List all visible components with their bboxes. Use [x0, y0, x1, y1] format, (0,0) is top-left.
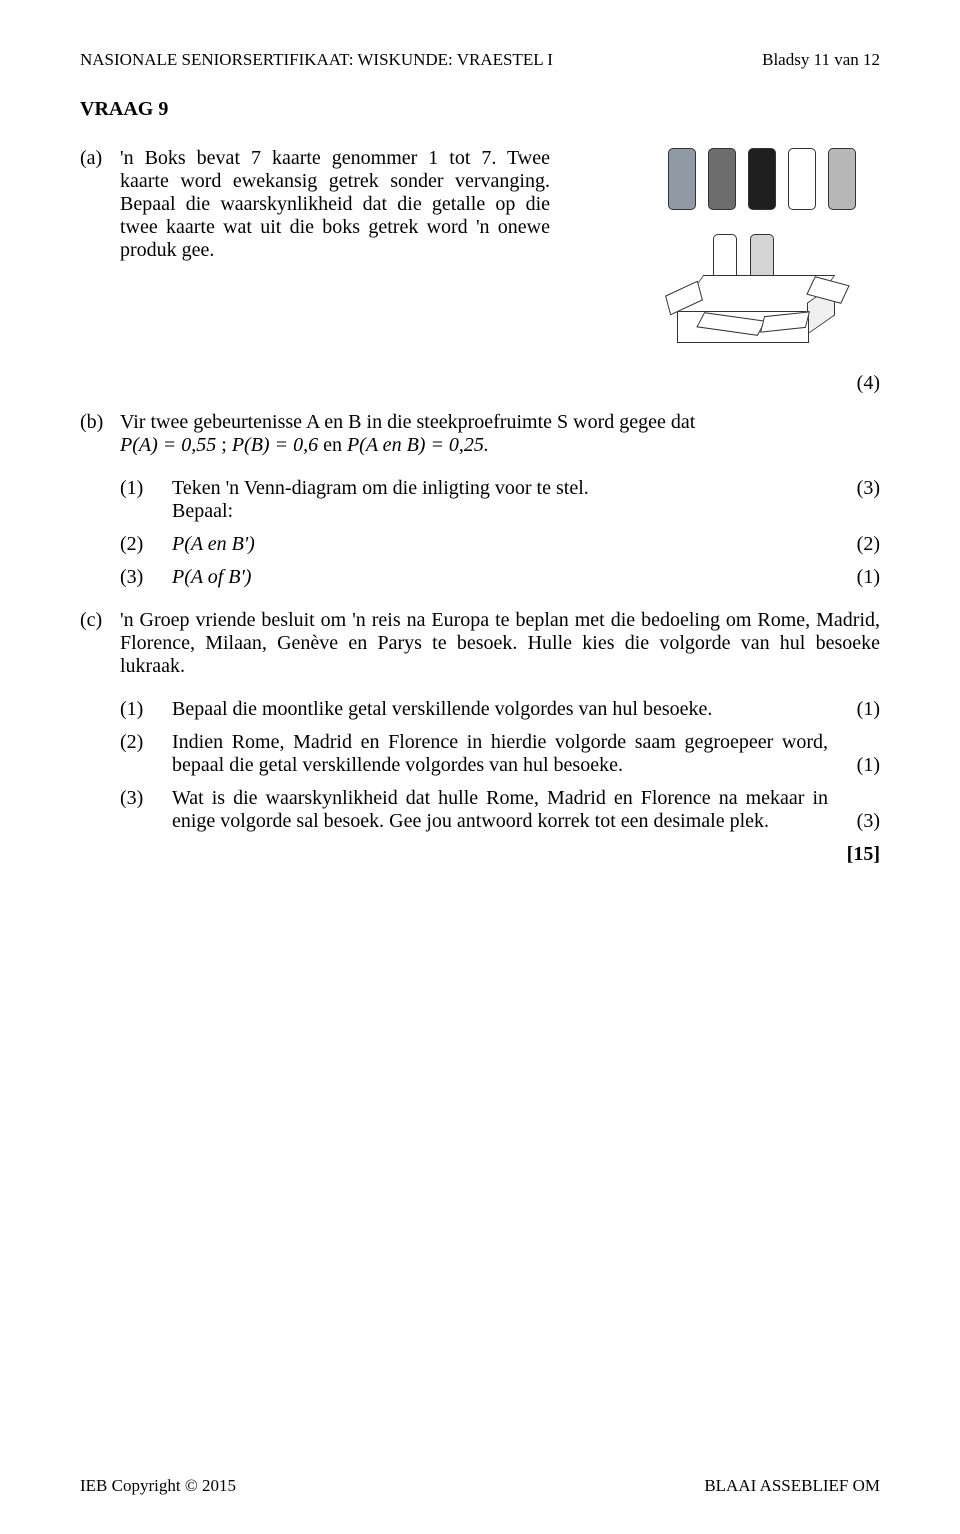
page-header: NASIONALE SENIORSERTIFIKAAT: WISKUNDE: V…	[80, 50, 880, 70]
c1-text: Bepaal die moontlike getal verskillende …	[172, 698, 828, 721]
c1-marks: (1)	[828, 698, 880, 721]
question-total: [15]	[120, 843, 880, 866]
part-c-body: 'n Groep vriende besluit om 'n reis na E…	[120, 609, 880, 866]
part-c-intro: 'n Groep vriende besluit om 'n reis na E…	[120, 609, 880, 678]
prob-ab: P(A en B) = 0,25.	[347, 434, 489, 456]
part-a-body: 'n Boks bevat 7 kaarte genommer 1 tot 7.…	[120, 147, 550, 262]
part-b-label: (b)	[80, 411, 120, 599]
b3-marks: (1)	[828, 566, 880, 589]
part-c-sub3: (3) Wat is die waarskynlikheid dat hulle…	[120, 787, 880, 833]
prob-b: P(B) = 0,6	[232, 434, 318, 456]
card-icon	[668, 148, 696, 210]
prob-a: P(A) = 0,55	[120, 434, 216, 456]
page-footer: IEB Copyright © 2015 BLAAI ASSEBLIEF OM	[80, 1476, 880, 1496]
footer-right: BLAAI ASSEBLIEF OM	[704, 1476, 880, 1496]
question-title: VRAAG 9	[80, 98, 880, 121]
part-c: (c) 'n Groep vriende besluit om 'n reis …	[80, 609, 880, 866]
b3-text: P(A of B')	[172, 566, 828, 589]
header-left: NASIONALE SENIORSERTIFIKAAT: WISKUNDE: V…	[80, 50, 553, 70]
b1-text: Teken 'n Venn-diagram om die inligting v…	[172, 477, 828, 500]
part-b-sub2: (2) P(A en B') (2)	[120, 533, 880, 556]
part-b: (b) Vir twee gebeurtenisse A en B in die…	[80, 411, 880, 599]
page: NASIONALE SENIORSERTIFIKAAT: WISKUNDE: V…	[0, 0, 960, 1534]
part-b-body: Vir twee gebeurtenisse A en B in die ste…	[120, 411, 880, 599]
c3-marks: (3)	[828, 810, 880, 833]
b3-label: (3)	[120, 566, 172, 589]
b1-bepaal: Bepaal:	[172, 500, 880, 523]
card-icon	[708, 148, 736, 210]
c2-marks: (1)	[828, 754, 880, 777]
c1-label: (1)	[120, 698, 172, 721]
c2-text: Indien Rome, Madrid en Florence in hierd…	[172, 731, 828, 777]
c3-label: (3)	[120, 787, 172, 833]
b1-label: (1)	[120, 477, 172, 523]
b1-marks: (3)	[828, 477, 880, 500]
card-icon	[788, 148, 816, 210]
sep-en: en	[318, 434, 347, 456]
part-c-sub2: (2) Indien Rome, Madrid en Florence in h…	[120, 731, 880, 777]
part-a-label: (a)	[80, 147, 120, 262]
card-icon	[748, 148, 776, 210]
part-c-sub1: (1) Bepaal die moontlike getal verskille…	[120, 698, 880, 721]
part-a-text: 'n Boks bevat 7 kaarte genommer 1 tot 7.…	[120, 147, 550, 261]
part-b-sub1: (1) Teken 'n Venn-diagram om die inligti…	[120, 477, 880, 523]
part-a-marks: (4)	[80, 372, 880, 395]
card-icon	[828, 148, 856, 210]
c2-label: (2)	[120, 731, 172, 777]
part-b-sub3: (3) P(A of B') (1)	[120, 566, 880, 589]
b2-marks: (2)	[828, 533, 880, 556]
footer-left: IEB Copyright © 2015	[80, 1476, 236, 1496]
header-right: Bladsy 11 van 12	[762, 50, 880, 70]
box-illustration	[640, 130, 880, 350]
part-c-label: (c)	[80, 609, 120, 866]
b2-text: P(A en B')	[172, 533, 828, 556]
sep: ;	[216, 434, 232, 456]
part-b-intro: Vir twee gebeurtenisse A en B in die ste…	[120, 411, 695, 433]
b2-label: (2)	[120, 533, 172, 556]
c3-text: Wat is die waarskynlikheid dat hulle Rom…	[172, 787, 828, 833]
